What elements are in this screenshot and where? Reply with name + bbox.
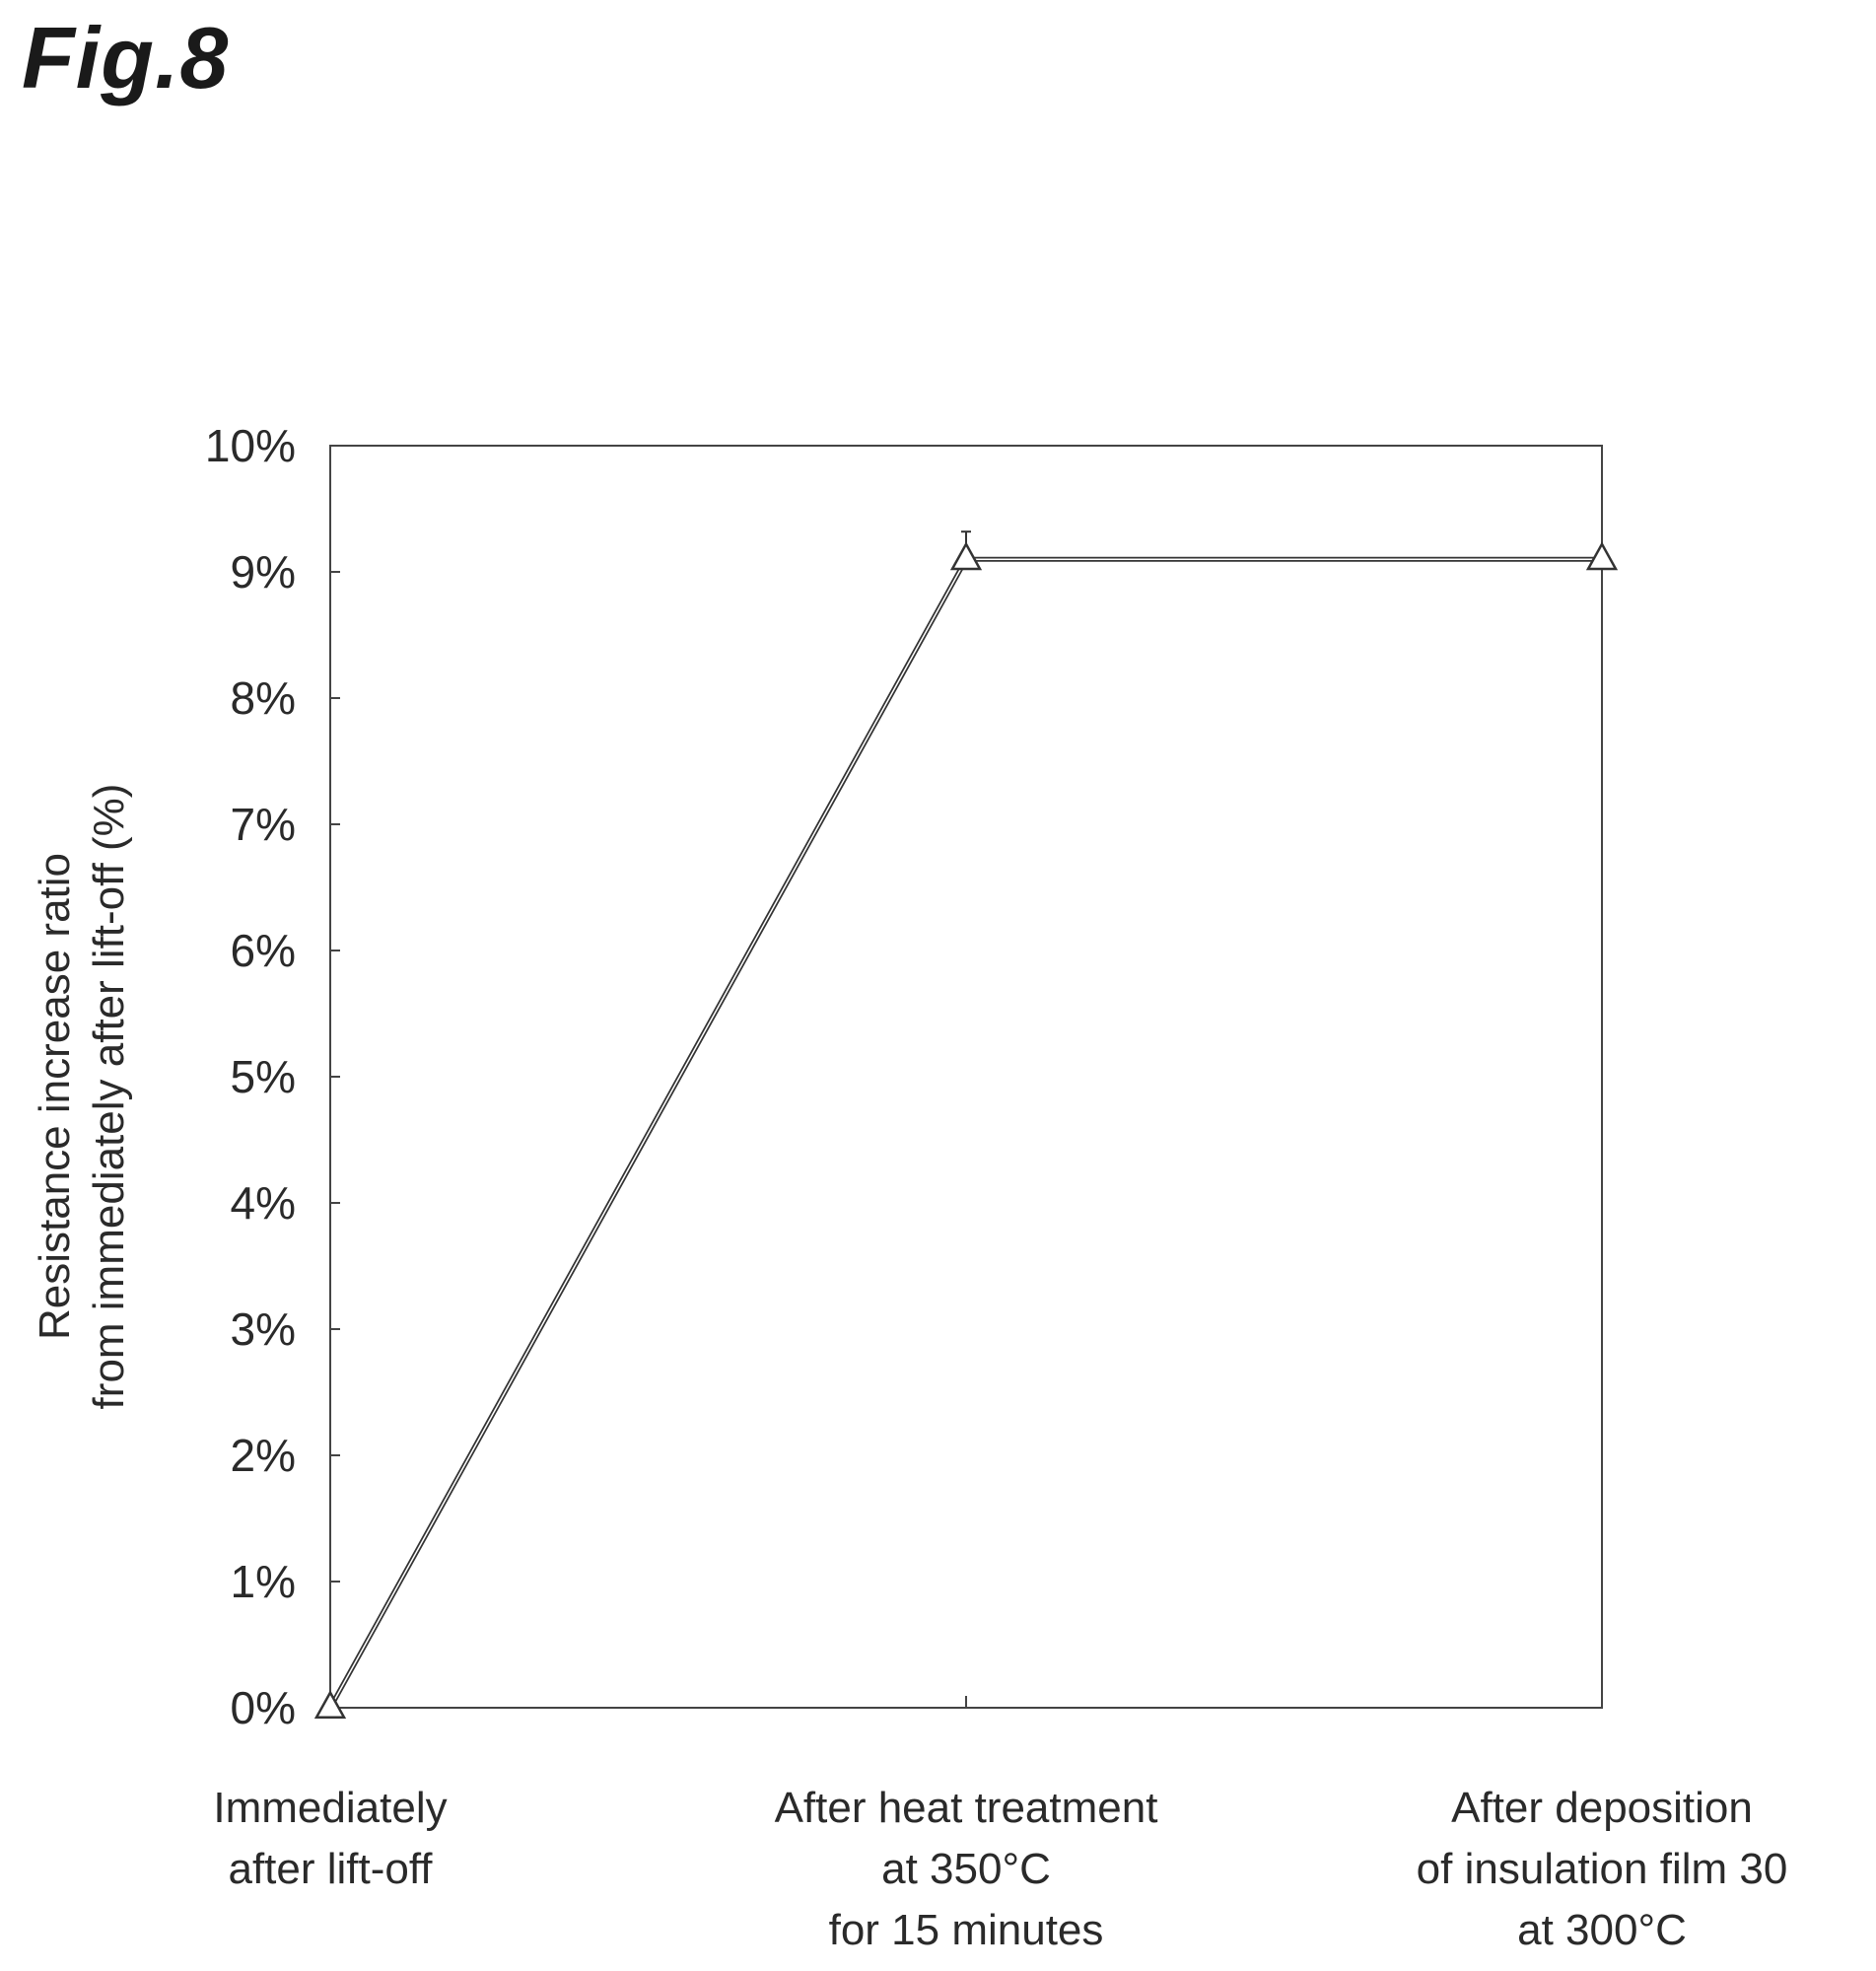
series-line-inner — [329, 558, 1602, 1709]
x-category-label: at 300°C — [1517, 1906, 1687, 1954]
data-point-triangle — [1585, 541, 1619, 571]
y-tick-label: 6% — [231, 925, 296, 976]
y-tick-label: 3% — [231, 1303, 296, 1355]
x-category-label: After heat treatment — [775, 1784, 1158, 1832]
y-tick-label: 10% — [205, 420, 296, 471]
y-axis-title: Resistance increase ratio from immediatel… — [31, 784, 133, 1410]
y-tick-label: 1% — [231, 1556, 296, 1607]
x-category-label: Immediately — [213, 1784, 447, 1832]
y-tick-label: 8% — [231, 672, 296, 724]
figure-label: Fig.8 — [22, 9, 230, 106]
x-category-label: of insulation film 30 — [1417, 1845, 1788, 1893]
plot-frame — [329, 445, 1603, 1709]
data-point-triangle — [313, 1690, 347, 1720]
x-category-label: After deposition — [1451, 1784, 1753, 1832]
x-category-labels: Immediately after lift-off After heat trea… — [213, 1784, 1787, 1954]
y-tick-label: 2% — [231, 1430, 296, 1481]
x-category-label: for 15 minutes — [829, 1906, 1104, 1954]
series-group — [313, 530, 1619, 1720]
y-axis-ticks: 0% 1% 2% 3% 4% 5% 6% 7% 8% 9% 10% — [205, 420, 340, 1733]
y-tick-label: 5% — [231, 1051, 296, 1102]
plot-border — [329, 445, 1603, 1709]
y-axis-title-line: Resistance increase ratio — [31, 853, 79, 1340]
y-tick-label: 4% — [231, 1177, 296, 1229]
y-tick-label: 0% — [231, 1682, 296, 1733]
y-axis-title-line: from immediately after lift-off (%) — [85, 784, 133, 1410]
series-line — [327, 556, 1602, 1710]
x-category-label: after lift-off — [228, 1845, 433, 1893]
x-category-label: at 350°C — [881, 1845, 1051, 1893]
y-tick-label: 7% — [231, 799, 296, 850]
data-point-triangle — [949, 541, 983, 571]
y-tick-label: 9% — [231, 546, 296, 598]
